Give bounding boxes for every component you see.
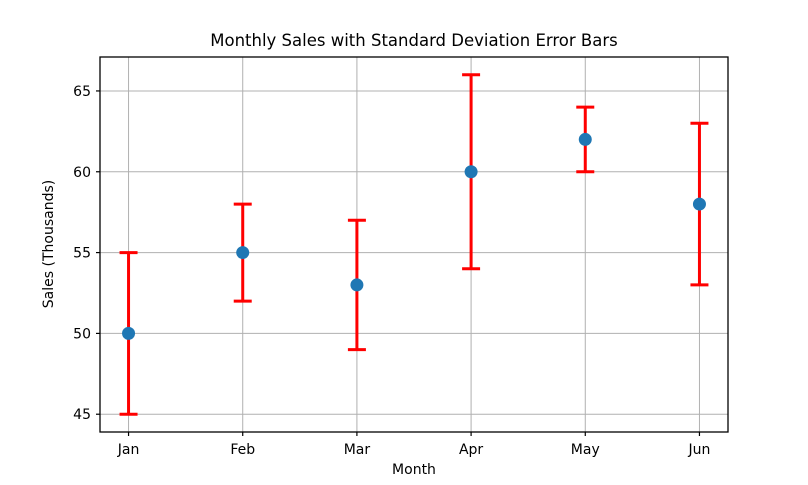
- x-tick-label: Feb: [230, 442, 255, 458]
- x-tick-label: Jun: [688, 442, 711, 458]
- data-point: [464, 165, 478, 179]
- x-tick-label: May: [571, 442, 600, 458]
- x-tick-label: Jan: [117, 442, 140, 458]
- data-point: [122, 326, 136, 340]
- y-tick-label: 65: [73, 84, 91, 100]
- y-tick-label: 60: [73, 165, 91, 181]
- data-point: [578, 132, 592, 146]
- chart-title: Monthly Sales with Standard Deviation Er…: [210, 31, 618, 50]
- data-point: [692, 197, 706, 211]
- data-point: [236, 246, 250, 260]
- x-axis-label: Month: [392, 462, 436, 478]
- x-tick-label: Mar: [344, 442, 371, 458]
- data-point: [350, 278, 364, 292]
- y-tick-label: 50: [73, 326, 91, 342]
- y-tick-label: 55: [73, 246, 91, 262]
- x-tick-label: Apr: [459, 442, 483, 458]
- plot-border: [99, 56, 729, 433]
- y-tick-label: 45: [73, 407, 91, 423]
